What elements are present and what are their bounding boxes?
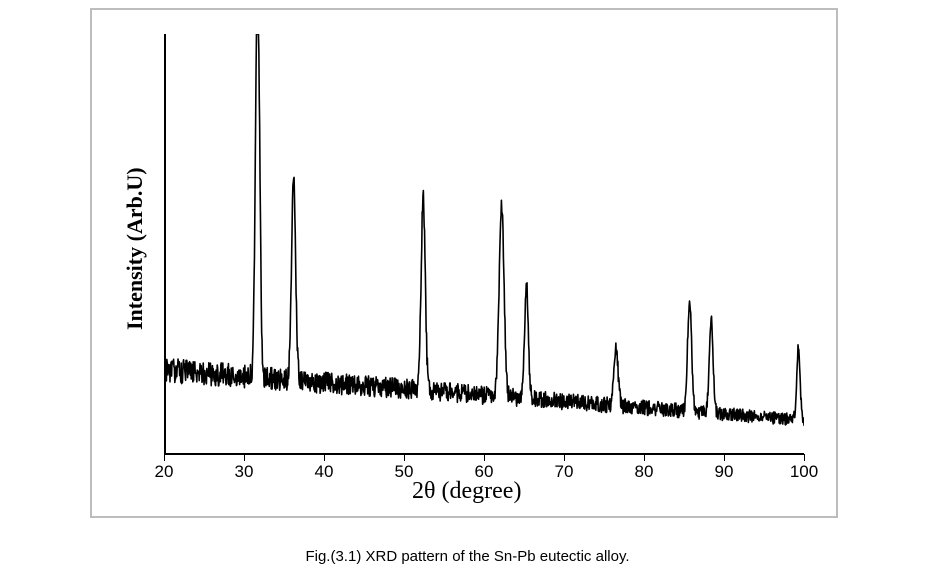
x-tick bbox=[724, 454, 726, 461]
x-tick-label: 50 bbox=[395, 462, 414, 482]
x-tick bbox=[484, 454, 486, 461]
figure-caption: Fig.(3.1) XRD pattern of the Sn-Pb eutec… bbox=[0, 548, 935, 565]
x-tick-label: 70 bbox=[555, 462, 574, 482]
x-tick bbox=[644, 454, 646, 461]
x-tick bbox=[164, 454, 166, 461]
chart-frame: Intensity (Arb.U) 2030405060708090100 2θ… bbox=[90, 8, 838, 518]
x-tick bbox=[404, 454, 406, 461]
plot-area bbox=[164, 34, 804, 454]
y-axis-label: Intensity (Arb.U) bbox=[122, 167, 148, 330]
x-tick-label: 30 bbox=[235, 462, 254, 482]
x-tick bbox=[244, 454, 246, 461]
x-axis-label: 2θ (degree) bbox=[412, 478, 521, 505]
x-tick-label: 20 bbox=[155, 462, 174, 482]
x-tick bbox=[804, 454, 806, 461]
x-tick-label: 90 bbox=[715, 462, 734, 482]
x-tick bbox=[324, 454, 326, 461]
x-tick bbox=[564, 454, 566, 461]
xrd-trace bbox=[164, 34, 804, 454]
x-tick-label: 40 bbox=[315, 462, 334, 482]
x-tick-label: 80 bbox=[635, 462, 654, 482]
x-tick-label: 100 bbox=[790, 462, 818, 482]
